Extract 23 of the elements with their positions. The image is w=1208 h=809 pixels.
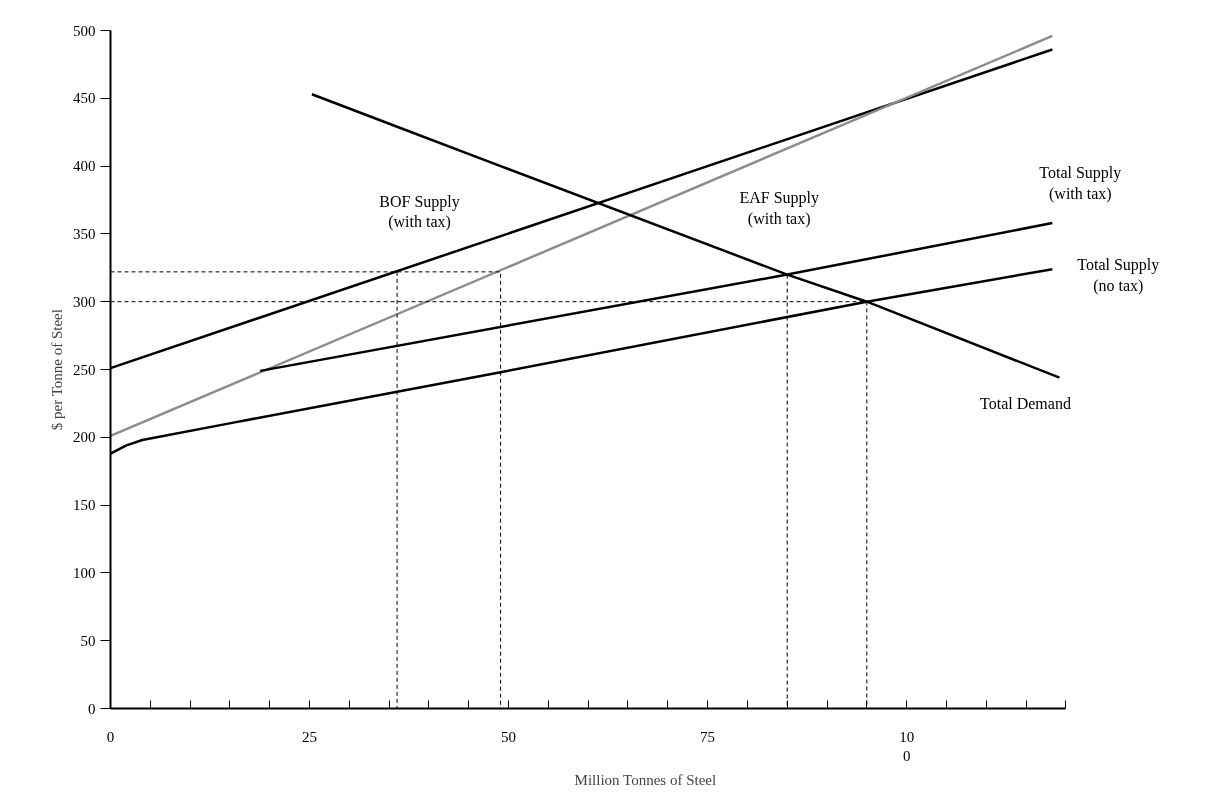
y-tick-label: 450 (73, 90, 96, 107)
y-axis-title: $ per Tonne of Steel (49, 309, 65, 431)
y-tick-label: 300 (73, 293, 96, 310)
series-label: Total Supply (no tax) (1077, 256, 1160, 295)
series-label: Total Demand (980, 395, 1071, 413)
y-tick-label: 350 (73, 225, 96, 242)
x-tick-label: 50 (501, 728, 517, 745)
series-label: EAF Supply (with tax) (739, 189, 819, 228)
y-tick-label: 200 (73, 429, 96, 446)
y-tick-label: 400 (73, 158, 96, 175)
x-axis-title: Million Tonnes of Steel (574, 771, 717, 788)
y-tick-label: 0 (88, 700, 96, 717)
x-tick-label: 0 (106, 728, 115, 745)
x-tick-label: 25 (302, 728, 318, 745)
series-label: Total Supply (with tax) (1039, 164, 1122, 203)
y-tick-label: 50 (80, 632, 96, 649)
y-tick-label: 500 (73, 22, 96, 39)
x-tick-label: 75 (700, 728, 716, 745)
x-tick-label: 10 0 (899, 728, 915, 764)
series-label: BOF Supply (with tax) (379, 192, 460, 232)
y-tick-label: 150 (73, 497, 96, 514)
y-tick-label: 100 (73, 564, 96, 581)
y-tick-label: 250 (73, 361, 96, 378)
